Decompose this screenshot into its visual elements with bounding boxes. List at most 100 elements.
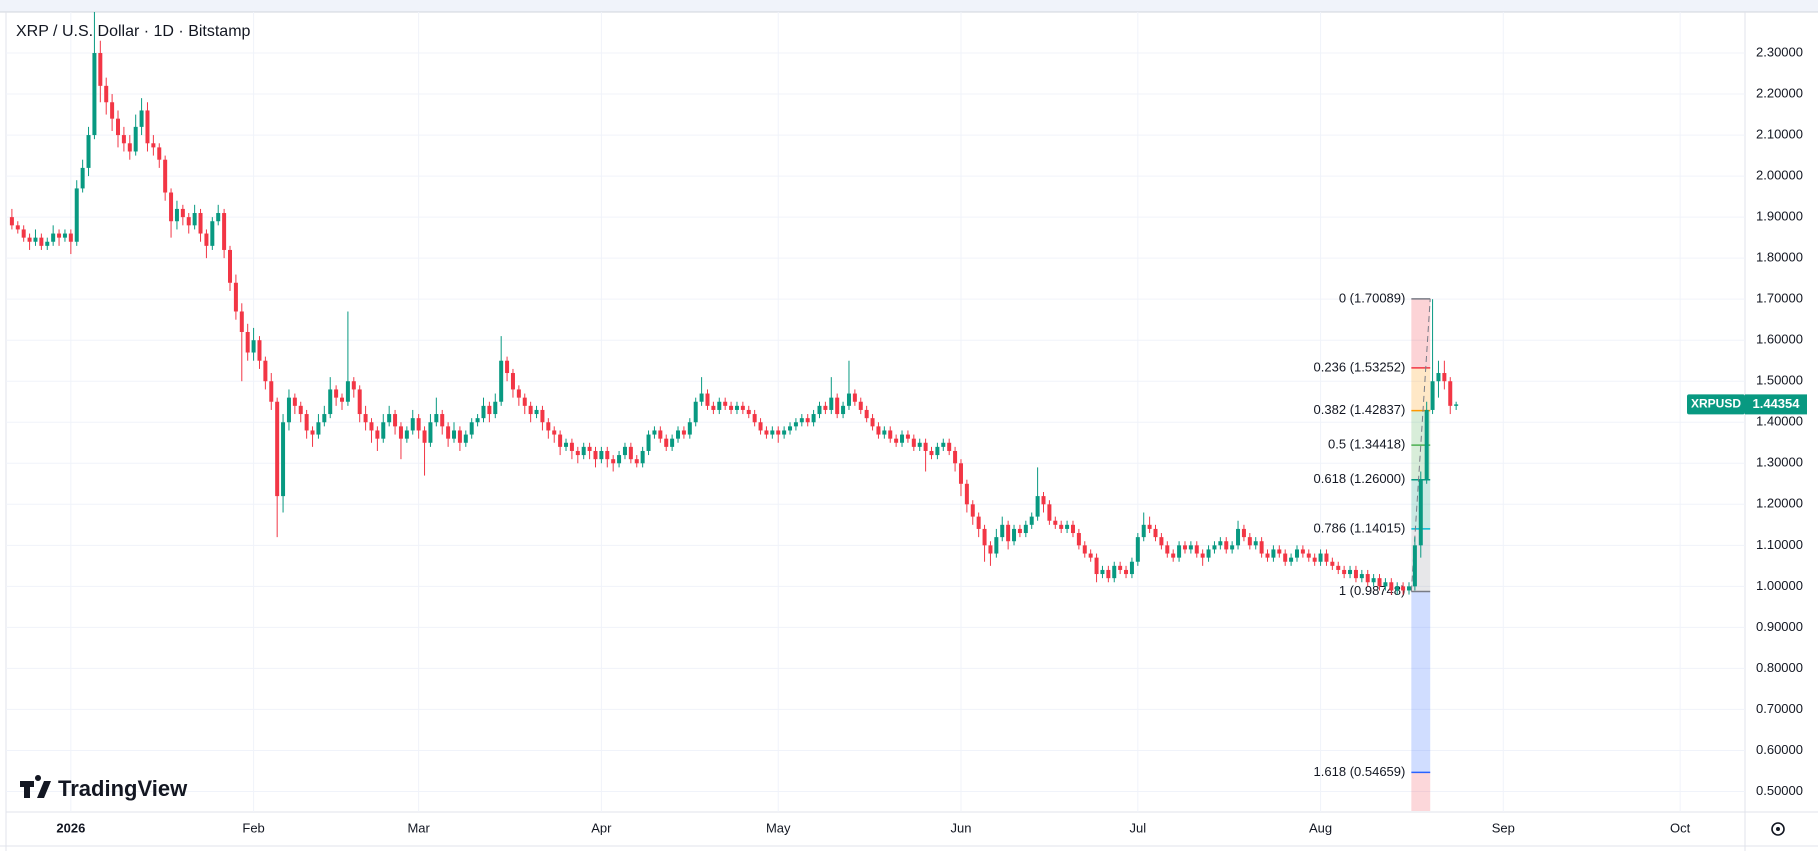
candle-body bbox=[1124, 569, 1129, 575]
candle-body bbox=[788, 426, 793, 431]
candle-body bbox=[15, 225, 20, 230]
candle-body bbox=[858, 401, 863, 410]
candle-body bbox=[1023, 524, 1028, 534]
candle-body bbox=[1082, 545, 1087, 554]
candle-body bbox=[45, 241, 50, 246]
candle-body bbox=[640, 450, 645, 464]
candle-body bbox=[62, 233, 67, 238]
candle-body bbox=[1283, 553, 1288, 562]
candle-body bbox=[970, 504, 975, 517]
candle-body bbox=[1306, 553, 1311, 558]
candle-body bbox=[446, 426, 451, 439]
candle-body bbox=[463, 434, 468, 443]
y-tick-label: 1.80000 bbox=[1756, 250, 1803, 265]
candle-body bbox=[522, 397, 527, 406]
candle-body bbox=[1017, 528, 1022, 534]
x-tick-label: May bbox=[766, 820, 791, 835]
candle-body bbox=[257, 340, 262, 361]
candle-body bbox=[1106, 569, 1111, 579]
candle-body bbox=[110, 102, 115, 119]
candle-body bbox=[340, 397, 345, 402]
candle-body bbox=[823, 405, 828, 410]
candle-body bbox=[404, 430, 409, 439]
candle-body bbox=[1135, 537, 1140, 562]
candle-body bbox=[121, 135, 126, 144]
candle-body bbox=[516, 389, 521, 398]
last-price-tag bbox=[1745, 394, 1807, 415]
candle-body bbox=[469, 422, 474, 435]
candle-body bbox=[1253, 541, 1258, 546]
candle-body bbox=[1406, 586, 1411, 591]
candle-body bbox=[375, 430, 380, 439]
candle-body bbox=[233, 282, 238, 312]
fib-level-label: 0.382 (1.42837) bbox=[1314, 402, 1406, 417]
candle-body bbox=[186, 217, 191, 226]
y-tick-label: 1.50000 bbox=[1756, 373, 1803, 388]
candle-body bbox=[145, 110, 150, 144]
candle-body bbox=[947, 442, 952, 451]
candle-body bbox=[676, 430, 681, 439]
candle-body bbox=[210, 221, 215, 246]
candle-body bbox=[487, 405, 492, 415]
candle-body bbox=[275, 401, 280, 497]
candle-body bbox=[917, 442, 922, 447]
candle-body bbox=[717, 401, 722, 410]
candle-body bbox=[1448, 381, 1453, 406]
candle-body bbox=[1247, 537, 1252, 546]
candle-body bbox=[157, 147, 162, 160]
candle-body bbox=[1200, 553, 1205, 558]
candle-body bbox=[269, 381, 274, 402]
candle-body bbox=[1454, 404, 1459, 406]
candle-body bbox=[1342, 569, 1347, 575]
candle-body bbox=[923, 442, 928, 451]
candle-body bbox=[569, 442, 574, 451]
candle-body bbox=[1224, 541, 1229, 550]
candle-body bbox=[316, 422, 321, 435]
candle-body bbox=[1177, 545, 1182, 558]
candle-body bbox=[870, 418, 875, 427]
candle-body bbox=[1265, 553, 1270, 558]
watermark-logo: TradingView bbox=[20, 775, 188, 801]
candle-body bbox=[180, 208, 185, 218]
candle-body bbox=[169, 192, 174, 222]
y-tick-label: 0.60000 bbox=[1756, 742, 1803, 757]
candle-body bbox=[687, 422, 692, 435]
candle-body bbox=[558, 434, 563, 447]
y-tick-label: 1.60000 bbox=[1756, 332, 1803, 347]
candle-body bbox=[764, 430, 769, 435]
candle-body bbox=[1065, 524, 1070, 529]
candle-body bbox=[605, 450, 610, 460]
candle-body bbox=[1112, 565, 1117, 579]
y-tick-label: 1.90000 bbox=[1756, 209, 1803, 224]
candle-body bbox=[941, 442, 946, 447]
candle-body bbox=[611, 459, 616, 464]
settings-icon[interactable] bbox=[1771, 822, 1785, 836]
candle-body bbox=[982, 528, 987, 546]
x-tick-label: 2026 bbox=[56, 820, 85, 835]
candle-body bbox=[357, 389, 362, 415]
candle-body bbox=[1436, 373, 1441, 382]
candle-body bbox=[251, 340, 256, 353]
x-tick-label: Mar bbox=[407, 820, 430, 835]
candle-body bbox=[1359, 574, 1364, 579]
candle-body bbox=[681, 430, 686, 435]
candle-body bbox=[1241, 528, 1246, 538]
candle-body bbox=[876, 426, 881, 435]
candle-body bbox=[281, 422, 286, 497]
candle-body bbox=[192, 213, 197, 226]
candle-body bbox=[776, 430, 781, 435]
candle-body bbox=[1300, 549, 1305, 554]
candle-body bbox=[841, 405, 846, 415]
candle-body bbox=[1147, 524, 1152, 529]
settings-gear[interactable] bbox=[1771, 822, 1785, 836]
y-tick-label: 2.20000 bbox=[1756, 85, 1803, 100]
settings-gear-center[interactable] bbox=[1776, 827, 1780, 831]
candle-body bbox=[1289, 557, 1294, 562]
candle-body bbox=[693, 401, 698, 423]
candle-body bbox=[1070, 524, 1075, 534]
candle-body bbox=[964, 483, 969, 505]
candle-body bbox=[245, 332, 250, 353]
candle-body bbox=[127, 143, 132, 152]
fib-level-label: 0.5 (1.34418) bbox=[1328, 437, 1405, 452]
